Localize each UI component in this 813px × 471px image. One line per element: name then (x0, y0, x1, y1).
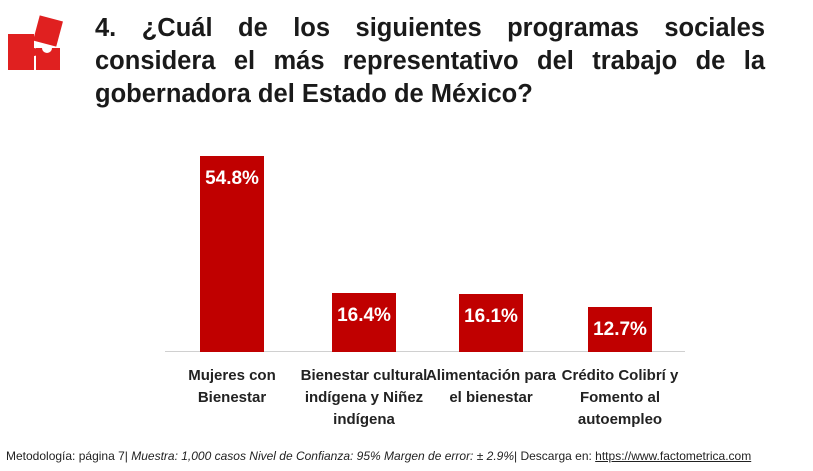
logo (8, 15, 63, 70)
footer-text: Metodología: página 7| (6, 449, 132, 463)
chart-title: 4. ¿Cuál de los siguientes programas soc… (95, 14, 765, 108)
data-label: 16.1% (464, 306, 518, 328)
footer-text: Muestra: 1,000 casos Nivel de Confianza:… (131, 449, 514, 463)
bar (459, 294, 523, 352)
footer-text: https://www.factometrica.com (595, 449, 752, 463)
data-label: 12.7% (593, 318, 647, 340)
bar (332, 293, 396, 352)
bar (588, 306, 652, 352)
x-tick-label: Alimentación para el bienestar (425, 367, 557, 406)
x-tick-label: Bienestar cultural indígena y Niñez indí… (300, 367, 428, 428)
data-label: 54.8% (205, 167, 259, 189)
chart: 54.8% Mujeres con Bienestar 16.4% Bienestar… (165, 155, 685, 428)
baseline (165, 351, 685, 352)
data-label: 16.4% (337, 305, 391, 327)
bar (200, 155, 264, 352)
footer-text: | Descarga en: (514, 449, 596, 463)
footer: Metodología: página 7| Muestra: 1,000 ca… (6, 449, 751, 463)
x-tick-label: Crédito Colibrí y Fomento al autoempleo (561, 367, 679, 428)
x-tick-label: Mujeres con Bienestar (188, 367, 276, 406)
